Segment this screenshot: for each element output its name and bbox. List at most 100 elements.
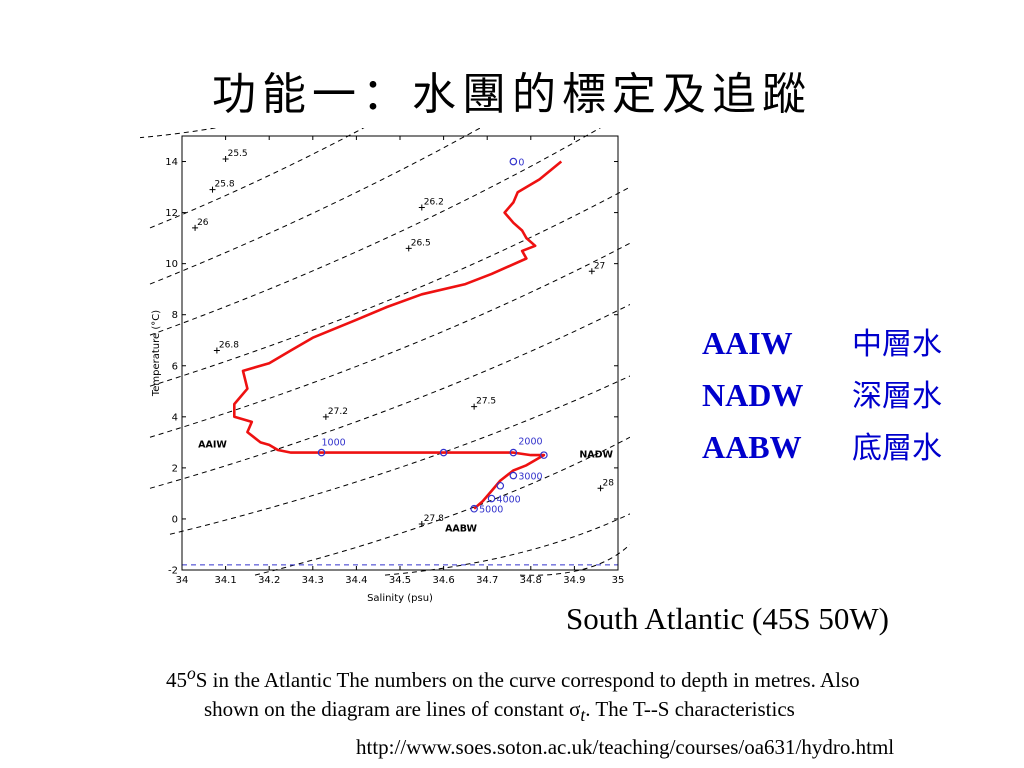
isopycnal-marker (209, 186, 216, 193)
isopycnal-label: 26.8 (219, 340, 239, 350)
y-tick-label: 10 (165, 259, 178, 270)
legend-zh: 底層水 (852, 431, 942, 466)
x-tick-label: 34.6 (432, 575, 454, 586)
isopycnal-marker (222, 155, 229, 162)
y-tick-label: 14 (165, 157, 178, 168)
caption-text-3: . The T--S characteristics (585, 697, 795, 721)
y-axis-label: Temperature (°C) (151, 310, 162, 397)
isopycnal-label: 26.5 (411, 238, 431, 248)
isopycnal-line-10 (519, 544, 630, 576)
x-tick-label: 34.3 (302, 575, 324, 586)
isopycnal-marker (213, 347, 220, 354)
caption-text-1: S in the Atlantic The numbers on the cur… (195, 668, 860, 692)
isopycnal-line-0 (140, 128, 218, 139)
x-tick-label: 34 (176, 575, 189, 586)
isopycnal-marker (192, 224, 199, 231)
y-tick-label: 4 (172, 412, 178, 423)
ts-curve-line (233, 160, 563, 510)
isopycnal-line-2 (149, 128, 482, 285)
x-axis-label: Salinity (psu) (367, 593, 433, 604)
isopycnal-line-8 (254, 436, 630, 576)
depth-marker (496, 481, 505, 490)
isopycnal-label: 27.5 (476, 397, 496, 407)
isopycnal-lines (140, 128, 630, 576)
legend-abbr: AAIW (702, 325, 793, 361)
depth-label: 5000 (479, 505, 503, 516)
legend-zh: 深層水 (852, 379, 942, 414)
y-tick-label: 12 (165, 208, 178, 219)
x-tick-label: 34.8 (520, 575, 542, 586)
x-tick-label: 35 (612, 575, 625, 586)
isopycnal-marker (588, 268, 595, 275)
depth-marker (509, 157, 518, 166)
isopycnal-label: 27 (594, 261, 605, 271)
depth-marker (509, 448, 518, 457)
x-tick-label: 34.4 (345, 575, 367, 586)
depth-label: 1000 (322, 438, 346, 449)
legend-row-aaiw: AAIW 中層水 (702, 318, 942, 370)
caption-degree: o (187, 663, 196, 683)
isopycnal-line-4 (149, 186, 630, 387)
y-tick-label: 2 (172, 463, 178, 474)
isopycnal-marker (405, 245, 412, 252)
legend-abbr: AABW (702, 429, 802, 465)
x-tick-label: 34.1 (214, 575, 236, 586)
ts-curve (233, 160, 563, 510)
y-tick-label: 0 (172, 514, 178, 525)
depth-label: 0 (518, 158, 524, 169)
legend-abbr: NADW (702, 377, 804, 413)
water-mass-labels: AAIW NADW AABW (198, 439, 613, 534)
depth-label: 2000 (518, 437, 542, 448)
ts-diagram: 34 34.1 34.2 34.3 34.4 34.5 34.6 34.7 34.8 34.9 35… (140, 128, 630, 618)
isopycnal-labels: 25.5 25.8 26 26.2 26.5 27 26.8 27.2 27.5 28 27.8 (192, 149, 615, 528)
isopycnal-label: 25.8 (215, 180, 235, 190)
isopycnal-line-7 (169, 375, 630, 535)
depth-marker (540, 451, 548, 459)
isopycnal-marker (471, 403, 478, 410)
caption-text-2: shown on the diagram are lines of consta… (204, 697, 570, 721)
isopycnal-label: 28 (603, 478, 615, 488)
legend-row-aabw: AABW 底層水 (702, 422, 942, 474)
caption-sigma: σ (569, 697, 581, 721)
isopycnal-line-5 (149, 242, 630, 438)
x-tick-label: 34.7 (476, 575, 498, 586)
caption-line-1: 45oS in the Atlantic The numbers on the … (166, 659, 1016, 695)
water-mass-legend: AAIW 中層水 NADW 深層水 AABW 底層水 (702, 318, 942, 474)
legend-zh: 中層水 (852, 327, 942, 362)
isopycnal-line-9 (384, 513, 630, 576)
x-tick-labels: 34 34.1 34.2 34.3 34.4 34.5 34.6 34.7 34.8 34.9 35 (176, 575, 625, 586)
water-mass-label: AAIW (198, 439, 227, 450)
caption: 45oS in the Atlantic The numbers on the … (166, 659, 1016, 730)
water-mass-label: NADW (579, 450, 613, 461)
source-url: http://www.soes.soton.ac.uk/teaching/cou… (356, 735, 895, 759)
isopycnal-label: 27.8 (424, 514, 444, 524)
isopycnal-label: 27.2 (328, 407, 348, 417)
x-tick-label: 34.2 (258, 575, 280, 586)
depth-marker (439, 448, 448, 457)
caption-line-2: shown on the diagram are lines of consta… (166, 695, 1016, 730)
depth-marker (487, 494, 496, 503)
isopycnal-marker (418, 204, 425, 211)
depth-label: 4000 (497, 495, 521, 506)
caption-latitude: 45 (166, 668, 187, 692)
isopycnal-label: 25.5 (228, 149, 248, 159)
depth-marker (317, 448, 326, 457)
x-tick-label: 34.5 (389, 575, 411, 586)
water-mass-label: AABW (445, 524, 477, 535)
isopycnal-label: 26.2 (424, 197, 444, 207)
depth-label: 3000 (518, 472, 542, 483)
isopycnal-marker (322, 413, 329, 420)
y-tick-label: 8 (172, 310, 178, 321)
caption-sigma-sub: t (580, 705, 586, 726)
isopycnal-marker (418, 521, 425, 528)
location-label: South Atlantic (45S 50W) (566, 601, 889, 636)
isopycnal-label: 26 (197, 218, 209, 228)
isopycnal-line-1 (149, 128, 365, 229)
x-tick-label: 34.9 (563, 575, 585, 586)
depth-marker (470, 504, 478, 513)
y-tick-label: -2 (168, 566, 178, 577)
isopycnal-line-6 (149, 304, 630, 489)
isopycnal-line-3 (149, 128, 601, 336)
axis-ticks (181, 136, 619, 571)
